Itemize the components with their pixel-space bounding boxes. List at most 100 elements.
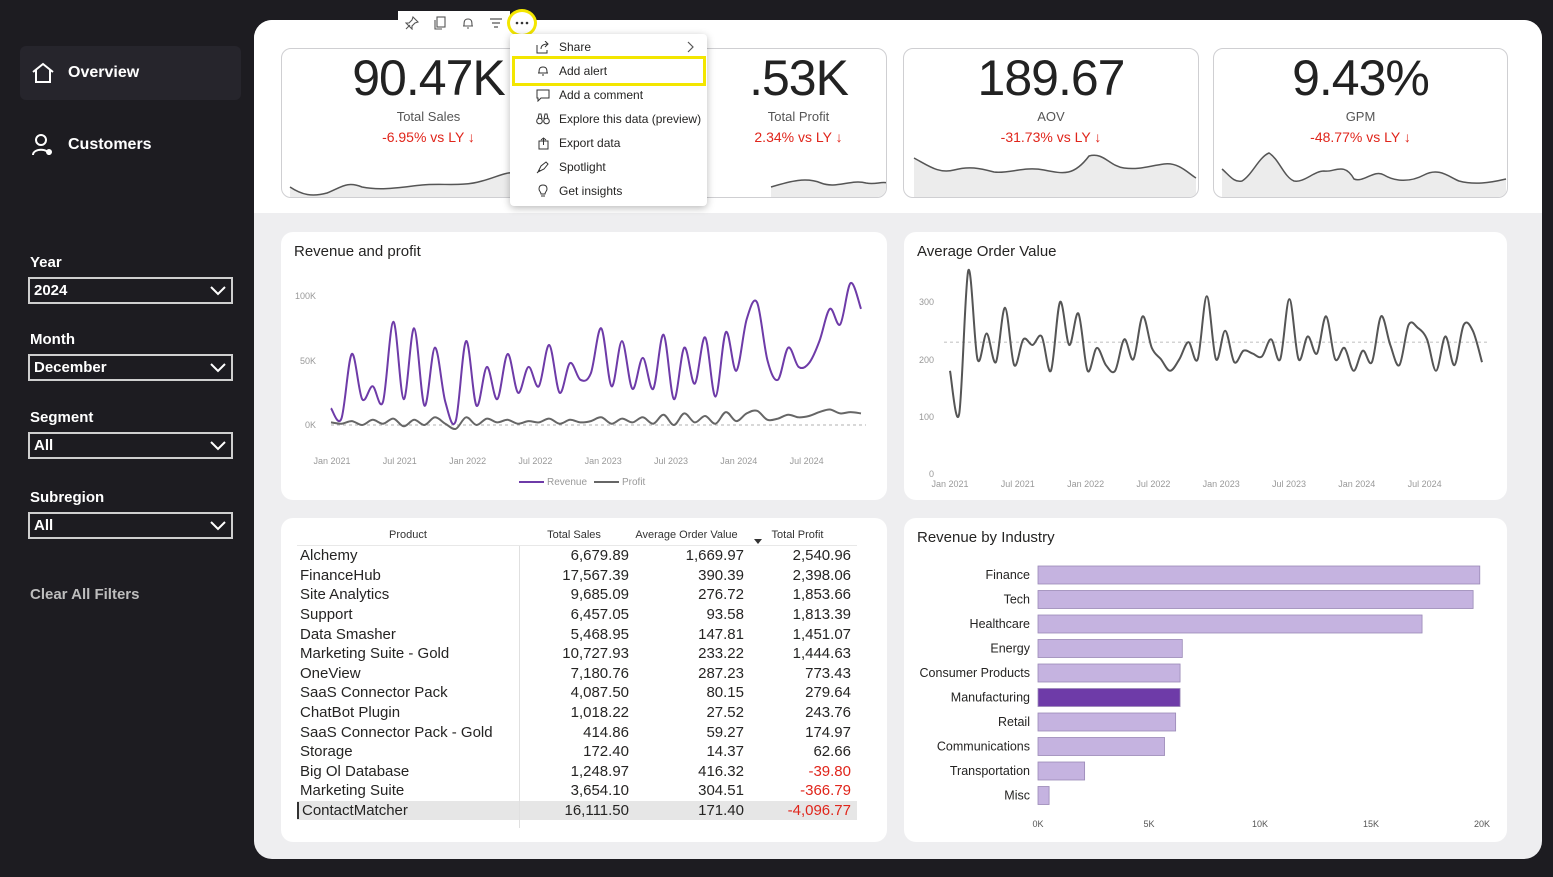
menu-item-export-data[interactable]: Export data bbox=[510, 131, 707, 155]
nav-overview[interactable]: Overview bbox=[20, 46, 241, 100]
kpi-label: Total Profit bbox=[767, 109, 830, 124]
col-header-aov[interactable]: Average Order Value bbox=[635, 528, 738, 541]
cell-total-profit: 243.76 bbox=[805, 704, 851, 722]
menu-item-label: Explore this data (preview) bbox=[559, 112, 702, 126]
cell-product: Alchemy bbox=[300, 547, 358, 565]
month-filter-dropdown[interactable]: December bbox=[28, 354, 233, 381]
col-header-product[interactable]: Product bbox=[389, 528, 427, 541]
cell-total-sales: 414.86 bbox=[583, 723, 629, 741]
sort-desc-icon[interactable] bbox=[753, 537, 763, 545]
category-label: Communications bbox=[937, 740, 1030, 754]
bar-consumer-products bbox=[1037, 663, 1181, 683]
kpi-sparkline bbox=[913, 154, 1197, 197]
table-row[interactable]: Storage 172.40 14.37 62.66 bbox=[297, 742, 857, 762]
bar-finance bbox=[1037, 565, 1481, 585]
menu-item-spotlight[interactable]: Spotlight bbox=[510, 155, 707, 179]
table-row[interactable]: Support 6,457.05 93.58 1,813.39 bbox=[297, 605, 857, 625]
col-header-total-profit[interactable]: Total Profit bbox=[771, 528, 824, 541]
table-row[interactable]: Data Smasher 5,468.95 147.81 1,451.07 bbox=[297, 624, 857, 644]
table-row[interactable]: Marketing Suite 3,654.10 304.51 -366.79 bbox=[297, 781, 857, 801]
table-row[interactable]: Big Ol Database 1,248.97 416.32 -39.80 bbox=[297, 762, 857, 782]
kpi-label: AOV bbox=[1037, 109, 1065, 124]
revenue-profit-chart: 100K 50K 0K Jan 2021 Jul 2021 Jan 2022 Jul 202… bbox=[295, 282, 866, 488]
table-row[interactable]: SaaS Connector Pack - Gold 414.86 59.27 174… bbox=[297, 722, 857, 742]
cell-total-sales: 17,567.39 bbox=[562, 566, 629, 584]
kpi-delta: -48.77% vs LY ↓ bbox=[1310, 129, 1411, 145]
table-row[interactable]: OneView 7,180.76 287.23 773.43 bbox=[297, 664, 857, 684]
chevron-down-icon bbox=[210, 363, 226, 373]
x-tick-label: Jul 2022 bbox=[1136, 479, 1170, 489]
segment-filter-value: All bbox=[34, 437, 54, 454]
cell-total-profit: 174.97 bbox=[805, 723, 851, 741]
x-tick-label: Jul 2021 bbox=[383, 456, 417, 466]
kpi-sparkline bbox=[1221, 152, 1507, 197]
revenue-series-line bbox=[330, 282, 862, 426]
col-header-total-sales[interactable]: Total Sales bbox=[547, 528, 601, 541]
table-row[interactable]: SaaS Connector Pack 4,087.50 80.15 279.64 bbox=[297, 683, 857, 703]
cell-total-profit: 1,813.39 bbox=[792, 606, 851, 624]
bar-communications bbox=[1037, 737, 1165, 756]
month-filter-label: Month bbox=[30, 331, 75, 348]
cell-product: Support bbox=[300, 606, 353, 624]
cell-aov: 233.22 bbox=[698, 645, 744, 663]
x-tick-label: 0K bbox=[1032, 819, 1043, 829]
binoculars-icon bbox=[535, 111, 551, 127]
table-row[interactable]: ChatBot Plugin 1,018.22 27.52 243.76 bbox=[297, 703, 857, 723]
more-options-button[interactable] bbox=[507, 9, 537, 37]
menu-item-add-alert[interactable]: Add alert bbox=[512, 56, 706, 86]
menu-item-share[interactable]: Share bbox=[510, 35, 707, 59]
cell-total-sales: 10,727.93 bbox=[562, 645, 629, 663]
year-filter-dropdown[interactable]: 2024 bbox=[28, 277, 233, 304]
bell-icon[interactable] bbox=[454, 11, 482, 35]
aov-chart-panel[interactable]: Average Order Value 300 200 100 0 Jan 2021 Ju… bbox=[904, 232, 1507, 500]
kpi-value: .53K bbox=[749, 50, 849, 106]
kpi-card-aov[interactable]: 189.67 AOV -31.73% vs LY ↓ bbox=[903, 48, 1199, 198]
nav-customers[interactable]: Customers bbox=[20, 118, 241, 172]
table-row[interactable]: Alchemy 6,679.89 1,669.97 2,540.96 bbox=[297, 546, 857, 566]
cell-total-sales: 6,457.05 bbox=[570, 606, 629, 624]
cell-total-profit: 2,540.96 bbox=[792, 547, 851, 565]
menu-item-label: Export data bbox=[559, 136, 621, 150]
cell-aov: 416.32 bbox=[698, 762, 744, 780]
copy-icon[interactable] bbox=[426, 11, 454, 35]
table-row[interactable]: ContactMatcher 16,111.50 171.40 -4,096.77 bbox=[297, 800, 857, 821]
cell-product: Marketing Suite - Gold bbox=[300, 645, 450, 663]
cell-total-profit: 2,398.06 bbox=[792, 566, 851, 584]
product-table-panel[interactable]: Product Total Sales Average Order Value … bbox=[281, 518, 887, 842]
filter-icon[interactable] bbox=[482, 11, 510, 35]
kpi-value: 189.67 bbox=[977, 50, 1126, 106]
spotlight-icon bbox=[535, 159, 551, 175]
bar-tech bbox=[1037, 590, 1474, 609]
cell-total-profit: 1,853.66 bbox=[792, 586, 851, 604]
y-tick-label: 100 bbox=[919, 412, 934, 422]
cell-aov: 304.51 bbox=[698, 782, 744, 800]
lightbulb-icon bbox=[535, 183, 551, 199]
subregion-filter-dropdown[interactable]: All bbox=[28, 512, 233, 539]
home-icon bbox=[30, 60, 56, 86]
panel-title: Average Order Value bbox=[917, 243, 1057, 260]
pin-icon[interactable] bbox=[398, 11, 426, 35]
category-label: Healthcare bbox=[970, 617, 1030, 631]
cell-aov: 93.58 bbox=[706, 606, 744, 624]
x-tick-label: Jan 2023 bbox=[1203, 479, 1240, 489]
table-row[interactable]: Site Analytics 9,685.09 276.72 1,853.66 bbox=[297, 585, 857, 605]
x-tick-label: Jan 2022 bbox=[449, 456, 486, 466]
menu-item-label: Add alert bbox=[559, 64, 608, 78]
kpi-delta: -6.95% vs LY ↓ bbox=[382, 129, 475, 145]
revenue-by-industry-panel[interactable]: Revenue by Industry Finance Tech Healthcar… bbox=[904, 518, 1507, 842]
bar-healthcare bbox=[1037, 614, 1423, 634]
revenue-profit-chart-panel[interactable]: Revenue and profit 100K 50K 0K Jan 2021 Jul … bbox=[281, 232, 887, 500]
menu-item-add-comment[interactable]: Add a comment bbox=[510, 83, 707, 107]
clear-all-filters-button[interactable]: Clear All Filters bbox=[30, 586, 140, 603]
chevron-right-icon bbox=[687, 41, 694, 53]
menu-item-explore-data[interactable]: Explore this data (preview) bbox=[510, 107, 707, 131]
table-body: Alchemy 6,679.89 1,669.97 2,540.96 FinanceHu… bbox=[297, 546, 857, 821]
menu-item-get-insights[interactable]: Get insights bbox=[510, 179, 707, 203]
segment-filter-dropdown[interactable]: All bbox=[28, 432, 233, 459]
kpi-card-gpm[interactable]: 9.43% GPM -48.77% vs LY ↓ bbox=[1213, 48, 1508, 198]
more-options-menu: Share Add alert Add a comment Explore th… bbox=[510, 34, 707, 206]
table-row[interactable]: Marketing Suite - Gold 10,727.93 233.22 1,4… bbox=[297, 644, 857, 664]
table-row[interactable]: FinanceHub 17,567.39 390.39 2,398.06 bbox=[297, 566, 857, 586]
menu-item-label: Share bbox=[559, 40, 592, 54]
